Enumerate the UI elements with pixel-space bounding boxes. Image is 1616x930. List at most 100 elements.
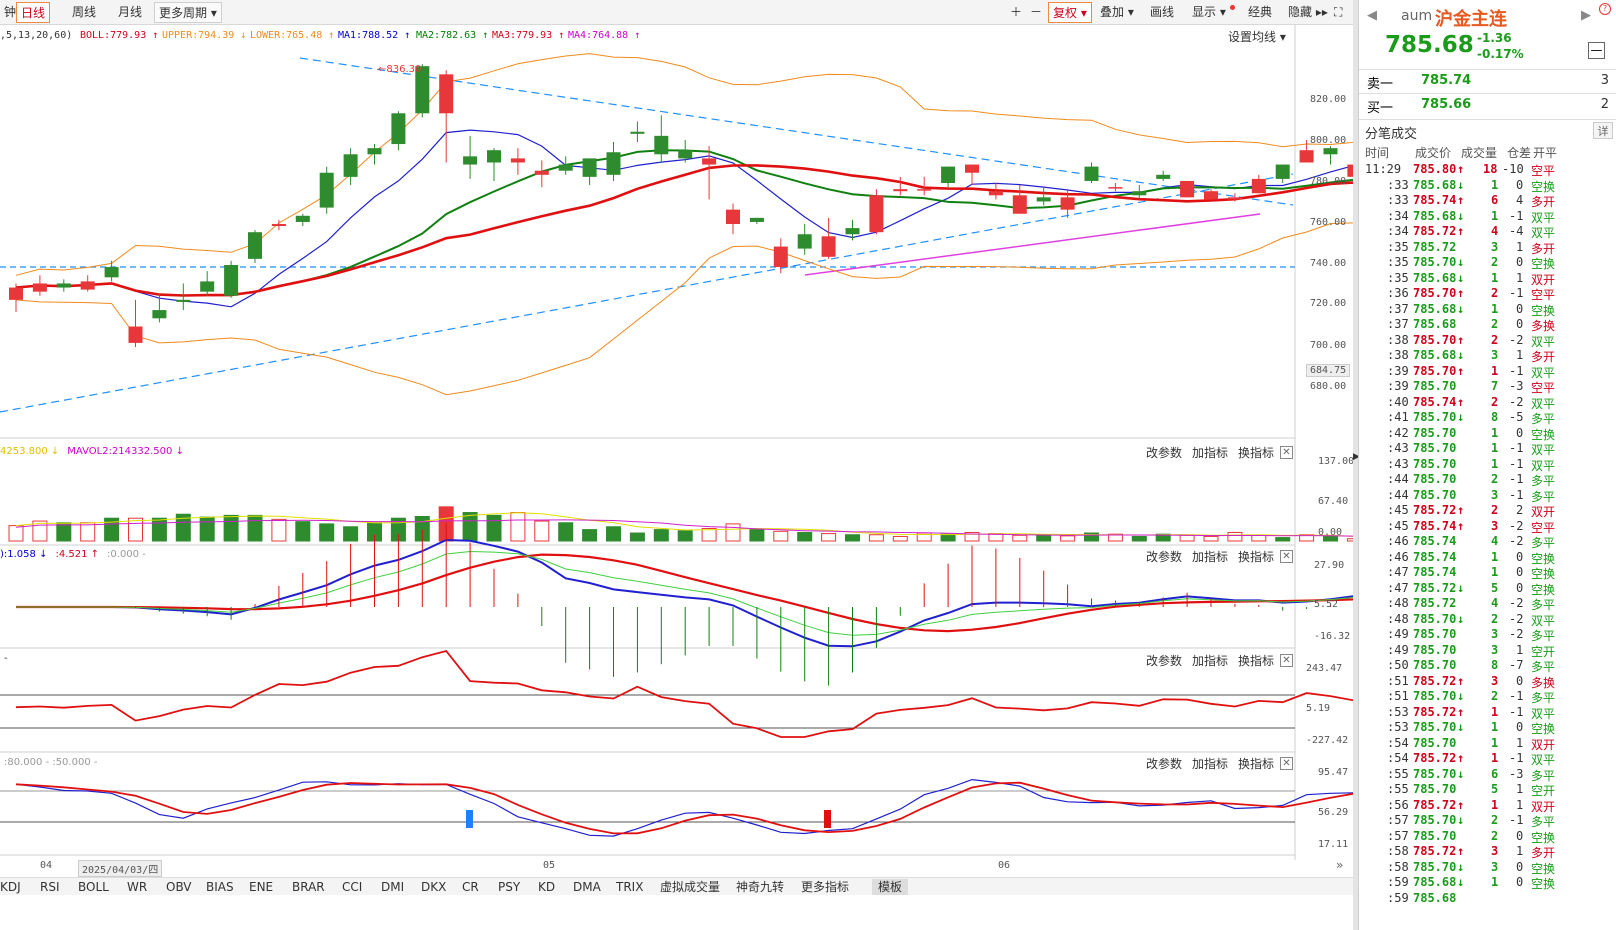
tick-time: :35 [1387,240,1409,254]
ticks-list[interactable]: 11:29 785.80 ↑ 18 -10 空平:33 785.68 ↓ 1 0 空换:33 785.… [1359,162,1616,930]
tick-row: :55 785.70 5 1 空开 [1359,782,1616,798]
indicator-tab[interactable]: RSI [40,879,60,895]
panel-tool-button[interactable]: 换指标 [1238,654,1274,668]
period-tab-2[interactable]: 周线 [68,2,100,23]
panel-tool-button[interactable]: 加指标 [1192,654,1228,668]
period-tab-3[interactable]: 月线 [114,2,146,23]
panel-tool-button[interactable]: 加指标 [1192,757,1228,771]
tick-row: :59 785.68 ↓ 1 0 空换 [1359,875,1616,891]
indicator-tab[interactable]: CR [462,879,479,895]
tick-type: 空换 [1531,565,1555,582]
panel-tool-button[interactable]: 加指标 [1192,446,1228,460]
tick-time: :33 [1387,178,1409,192]
panel-tool-button[interactable]: 改参数 [1146,550,1182,564]
panel-tool-button[interactable]: 改参数 [1146,446,1182,460]
tick-dir: ↑ [1457,674,1464,688]
tick-price: 785.68 [1413,348,1456,362]
indicator-tab[interactable]: BIAS [206,879,234,895]
volume-bar [750,530,764,541]
tick-price: 785.70 [1413,286,1456,300]
tick-type: 多平 [1531,658,1555,675]
settings-circle-icon[interactable]: ? [1599,3,1611,15]
notify-dot-icon [1230,5,1235,10]
indicator-tab[interactable]: OBV [166,879,192,895]
tick-vol: 3 [1491,674,1498,688]
panel-tool-button[interactable]: 换指标 [1238,446,1274,460]
indicator-tab[interactable]: BOLL [78,879,109,895]
panel-close-icon[interactable]: ✕ [1280,757,1293,770]
tick-row: :53 785.72 ↑ 1 -1 双平 [1359,705,1616,721]
tick-oi: -1 [1509,441,1523,455]
indicator-tab[interactable]: DMA [573,879,601,895]
indicator-tab[interactable]: ENE [249,879,273,895]
kdj-legend: :80.000 - :50.000 - [4,756,97,770]
panel-tool-button[interactable]: 改参数 [1146,757,1182,771]
indicator-tab[interactable]: TRIX [616,879,643,895]
indicator-tab[interactable]: 更多指标 [801,879,849,895]
tool-tab-5[interactable]: 显示 ▾ [1188,2,1230,23]
period-tab-1[interactable]: 日线 [16,2,50,23]
tool-tab-4[interactable]: 画线 [1146,2,1178,23]
indicator-tab[interactable]: DMI [381,879,404,895]
volume-bar [57,523,71,541]
tick-time: :39 [1387,379,1409,393]
tick-type: 空开 [1531,643,1555,660]
indicator-tab[interactable]: DKX [421,879,446,895]
tick-type: 双开 [1531,271,1555,288]
tick-time: :43 [1387,441,1409,455]
indicator-tab[interactable]: 虚拟成交量 [660,879,720,895]
indicator-tab[interactable]: WR [127,879,147,895]
indicator-tab[interactable]: 模板 [872,879,908,895]
tool-tab-2[interactable]: 复权 ▾ [1048,2,1092,23]
tick-price: 785.70 [1413,472,1456,486]
panel-tool-button[interactable]: 加指标 [1192,550,1228,564]
volume-bar [224,515,238,541]
y-tick-vol: 67.40 [1318,496,1348,507]
indicator-tab[interactable]: 神奇九转 [736,879,784,895]
tool-tab-0[interactable]: ＋ [1006,2,1026,23]
volume-bar [559,523,573,541]
tick-price: 785.74 [1413,395,1456,409]
volume-bar [272,519,286,541]
candle [176,283,190,310]
tick-price: 785.72 [1413,798,1456,812]
tick-row: :40 785.74 ↑ 2 -2 双平 [1359,395,1616,411]
indicator-tab[interactable]: KDJ [0,879,21,895]
volume-bar [129,518,143,541]
next-arrow-icon[interactable]: ▶ [1581,8,1591,23]
panel-tool-button[interactable]: 换指标 [1238,757,1274,771]
volume-bar [607,527,621,541]
ticks-detail-button[interactable]: 详 [1593,122,1613,139]
minimize-button[interactable]: — [1588,42,1605,59]
vol-label-a: 4253.800 ↓ [0,446,59,457]
tick-row: :51 785.70 ↓ 2 -1 多平 [1359,689,1616,705]
indicator-tab[interactable]: PSY [498,879,520,895]
panel-tool-button[interactable]: 换指标 [1238,550,1274,564]
tick-type: 双开 [1531,736,1555,753]
tick-vol: 5 [1491,782,1498,796]
scroll-right-icon[interactable]: » [1336,858,1343,872]
indicator-tab[interactable]: BRAR [292,879,325,895]
panel-tool-button[interactable]: 改参数 [1146,654,1182,668]
candle [869,189,883,234]
sell-vol: 3 [1601,73,1609,88]
tool-tab-3[interactable]: 叠加 ▾ [1096,2,1138,23]
panel-close-icon[interactable]: ✕ [1280,654,1293,667]
tick-row: :49 785.70 3 1 空开 [1359,643,1616,659]
panel-close-icon[interactable]: ✕ [1280,550,1293,563]
tick-vol: 2 [1491,317,1498,331]
tool-tab-1[interactable]: － [1026,2,1046,23]
period-tab-4[interactable]: 更多周期 ▾ [154,2,222,23]
candle [941,167,955,188]
tool-tab-7[interactable]: 隐藏 ▸▸ [1284,2,1332,23]
tick-oi: -2 [1509,534,1523,548]
tool-tab-6[interactable]: 经典 [1244,2,1276,23]
tick-type: 空平 [1531,519,1555,536]
tick-type: 多开 [1531,240,1555,257]
tool-tab-8[interactable]: ⛶ [1330,2,1346,23]
indicator-tab[interactable]: CCI [342,879,362,895]
indicator-tab[interactable]: KD [538,879,555,895]
panel-close-icon[interactable]: ✕ [1280,446,1293,459]
back-arrow-icon[interactable]: ◀ [1367,8,1377,23]
tick-type: 多平 [1531,596,1555,613]
